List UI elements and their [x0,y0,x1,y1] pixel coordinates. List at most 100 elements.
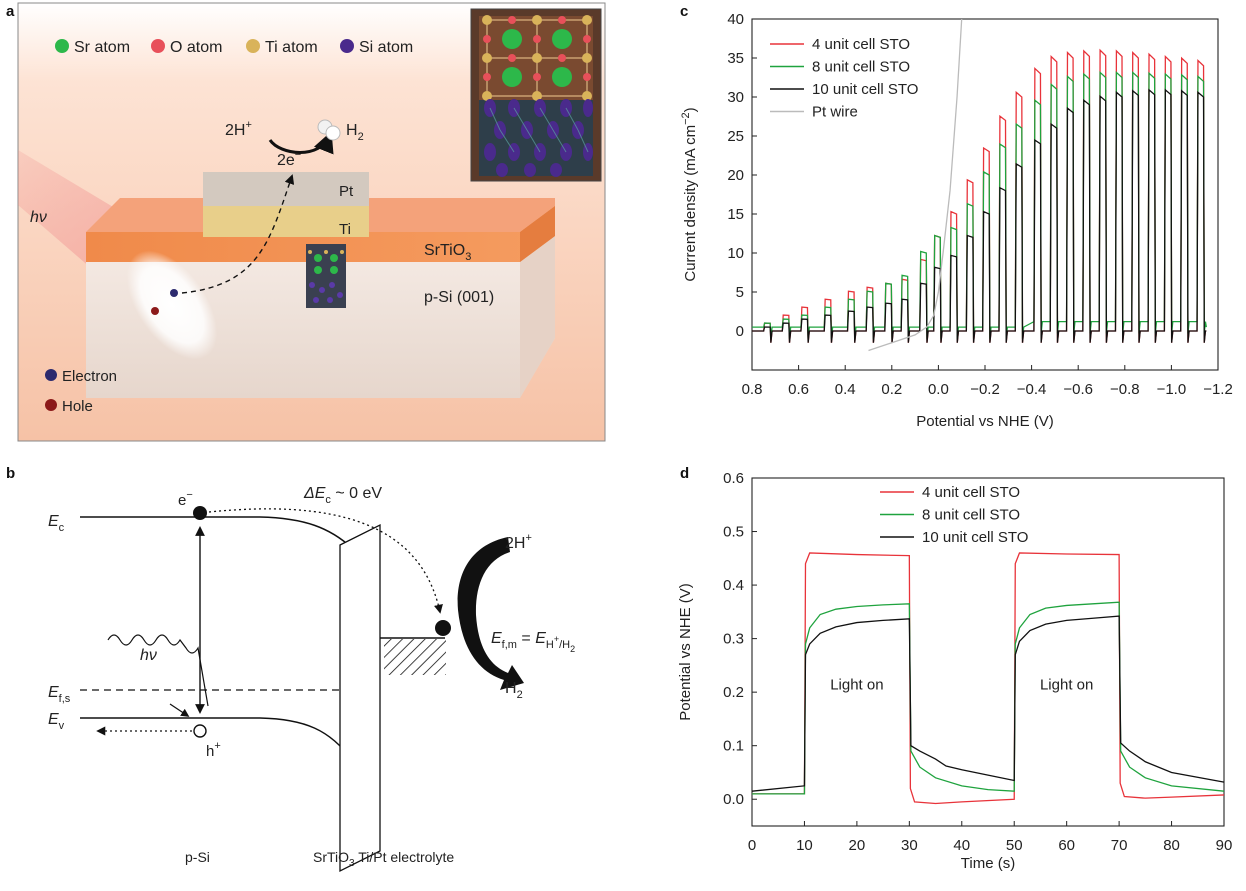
x-tick-label: −1.0 [1157,381,1187,398]
series-line [751,615,1225,792]
electron-metal-dot [435,620,451,636]
metal-hatch [384,639,446,675]
hole-label-b: h+ [206,740,221,760]
x-tick-label: 60 [1058,837,1075,854]
x-tick-label: 0 [748,837,756,854]
chart-c: 0.8 0.6 0.4 0.2 0.0 −0.2 −0.4 −0.6 −0.8 −1.0 −1.2 0… [680,11,1233,430]
electron-icon [45,369,57,381]
ti-pt-layers: Ti Pt [203,172,369,238]
x-tick-label: −0.4 [1017,381,1047,398]
y-axis-label: Current density (mA cm−2) [680,107,699,281]
y-tick-label: 5 [736,284,744,301]
legend-si: Si atom [359,39,413,56]
cutaway-window [306,244,346,308]
chart-d: 0 10 20 30 40 50 60 70 80 90 0.0 0.1 0.2 0.3 0.4 0.5 0.6… [677,470,1232,872]
x-tick-label: 80 [1163,837,1180,854]
panel-label-a: a [6,3,15,20]
psi-bottom-label: p-Si [185,849,210,865]
y-axis-label: Potential vs NHE (V) [677,583,694,721]
legend-sr: Sr atom [74,39,130,56]
x-tick-label: 0.4 [835,381,856,398]
crystal-inset [470,8,602,182]
y-tick-label: 0.3 [723,631,744,648]
x-tick-label: 30 [901,837,918,854]
reaction-arrow [268,131,334,155]
photon-wave [107,634,209,707]
y-tick-label: 0.0 [723,791,744,808]
y-tick-label: 35 [727,50,744,67]
light-on-annotation: Light on [830,676,883,693]
valence-band [80,717,353,761]
electron-dot-b [193,506,207,520]
panel-a: a Sr atom O atom Ti atom Si atom [6,2,606,442]
atom-legend: Sr atom O atom Ti atom Si atom [55,39,413,56]
y-tick-label: 10 [727,245,744,262]
srtio3-barrier [339,523,381,873]
x-tick-label: 0.6 [788,381,809,398]
ti-atom-icon [246,39,260,53]
y-tick-label: 30 [727,89,744,106]
pt-label: Pt [339,183,354,200]
o-atom-icon [151,39,165,53]
y-tick-label: 40 [727,11,744,28]
y-tick-label: 15 [727,206,744,223]
product-h2: H2 [346,122,364,143]
y-tick-label: 0.5 [723,524,744,541]
x-tick-label: 20 [849,837,866,854]
si-atom-icon [340,39,354,53]
x-tick-label: 10 [796,837,813,854]
delta-ec-label: ΔEc ~ 0 eV [303,485,382,506]
ti-label: Ti [339,221,351,238]
ev-label: Ev [48,711,65,732]
legend-entry: 10 unit cell STO [812,81,918,98]
y-tick-label: 20 [727,167,744,184]
x-tick-label: −0.8 [1110,381,1140,398]
legend-electron: Electron [62,368,117,385]
hole-dot-b [193,724,207,738]
legend-entry: Pt wire [812,104,858,121]
x-tick-label: −0.6 [1063,381,1093,398]
x-tick-label: 90 [1216,837,1233,854]
legend-entry: 4 unit cell STO [812,36,910,53]
x-tick-label: −0.2 [970,381,1000,398]
legend-hole: Hole [62,398,93,415]
legend-o: O atom [170,39,222,56]
hydrogen-reaction: 2H+ 2e− H2 [225,119,364,169]
h2plus-label-b: 2H+ [505,532,532,552]
series-line [752,552,1225,805]
sto-bottom-label: SrTiO3 Ti/Pt electrolyte [313,849,454,869]
legend-entry: 10 unit cell STO [922,529,1028,546]
light-on-annotation: Light on [1040,676,1093,693]
series-line [752,88,1207,343]
si-label: p-Si (001) [424,289,494,306]
conduction-band [80,516,353,549]
y-tick-label: 25 [727,128,744,145]
electron-dot [170,289,178,297]
sr-atom-icon [55,39,69,53]
y-tick-label: 0.6 [723,470,744,487]
x-tick-label: 70 [1111,837,1128,854]
y-tick-label: 0.2 [723,684,744,701]
hole-dot [151,307,159,315]
light-label-a: hν [30,209,47,226]
hole-icon [45,399,57,411]
light-spot [126,250,218,360]
efm-label: Ef,m = EH+/H2 [491,630,575,654]
x-tick-label: 0.0 [928,381,949,398]
x-tick-label: −1.2 [1203,381,1233,398]
electrons-2e: 2e− [277,149,301,169]
sto-label: SrTiO3 [424,242,471,263]
ec-label: Ec [48,513,65,534]
y-tick-label: 0.1 [723,738,744,755]
x-axis-label: Time (s) [961,855,1015,872]
y-tick-label: 0 [736,323,744,340]
x-tick-label: 0.8 [742,381,763,398]
legend-entry: 4 unit cell STO [922,484,1020,501]
electron-label-b: e− [178,489,193,509]
panel-label-d: d [680,465,689,482]
panel-c: c 0.8 0.6 0.4 0.2 0.0 −0.2 −0.4 −0.6 −0.8 −1.0 −1.… [680,3,1233,430]
ti-layer [203,206,369,237]
panel-b: b Ec Ef,s Ev e− h+ hν ΔEc ~ 0 eV 2H+ H2 … [6,465,575,873]
legend-ti: Ti atom [265,39,318,56]
